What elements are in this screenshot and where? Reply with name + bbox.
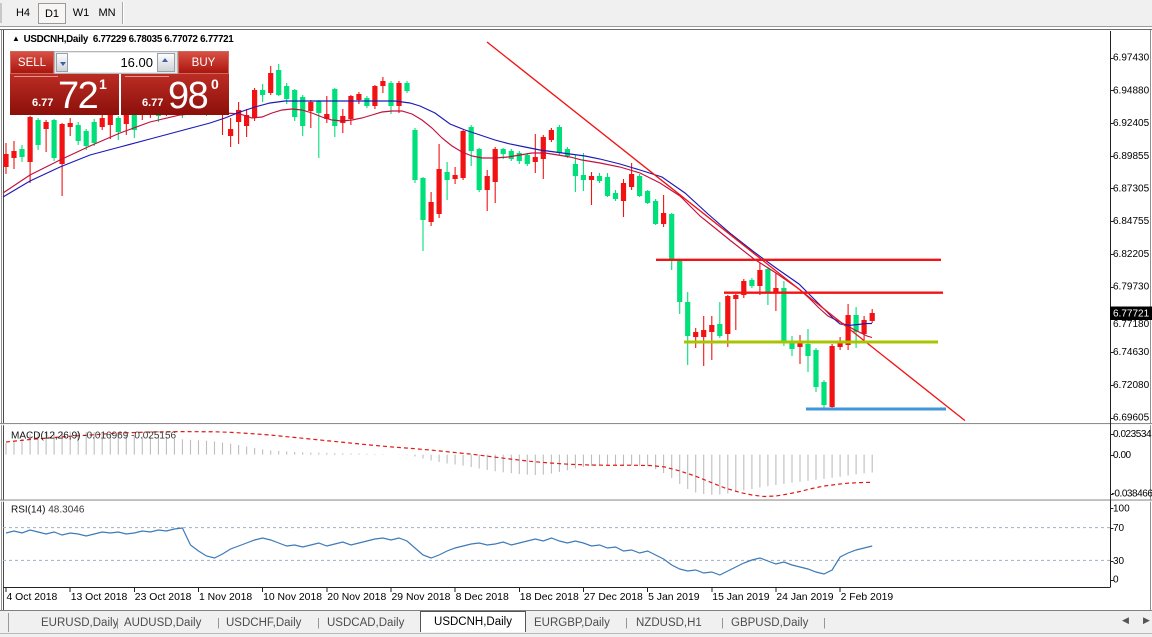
svg-text:6.69605: 6.69605	[1113, 413, 1150, 424]
svg-text:6.97430: 6.97430	[1113, 53, 1150, 64]
svg-text:13 Oct 2018: 13 Oct 2018	[71, 592, 128, 603]
svg-text:0: 0	[1113, 575, 1119, 586]
svg-text:6.72080: 6.72080	[1113, 380, 1150, 391]
svg-text:23 Oct 2018: 23 Oct 2018	[135, 592, 192, 603]
svg-text:6.89855: 6.89855	[1113, 151, 1150, 162]
svg-text:20 Nov 2018: 20 Nov 2018	[327, 592, 386, 603]
svg-text:6.92405: 6.92405	[1113, 118, 1150, 129]
svg-text:MACD(12,26,9) -0.016969 -0.025: MACD(12,26,9) -0.016969 -0.025156	[11, 431, 177, 442]
svg-text:1 Nov 2018: 1 Nov 2018	[199, 592, 252, 603]
svg-text:RSI(14) 48.3046: RSI(14) 48.3046	[11, 505, 85, 516]
svg-text:0.00: 0.00	[1113, 450, 1132, 461]
svg-text:8 Dec 2018: 8 Dec 2018	[456, 592, 509, 603]
svg-text:5 Jan 2019: 5 Jan 2019	[648, 592, 700, 603]
svg-text:15 Jan 2019: 15 Jan 2019	[712, 592, 769, 603]
svg-text:30: 30	[1113, 556, 1125, 567]
svg-text:27 Dec 2018: 27 Dec 2018	[584, 592, 643, 603]
svg-text:6.82205: 6.82205	[1113, 249, 1150, 260]
svg-text:6.79730: 6.79730	[1113, 282, 1150, 293]
svg-text:4 Oct 2018: 4 Oct 2018	[7, 592, 58, 603]
svg-text:18 Dec 2018: 18 Dec 2018	[520, 592, 579, 603]
svg-text:10 Nov 2018: 10 Nov 2018	[263, 592, 322, 603]
svg-text:6.77180: 6.77180	[1113, 319, 1150, 330]
svg-text:6.74630: 6.74630	[1113, 347, 1150, 358]
svg-text:6.77721: 6.77721	[1113, 309, 1150, 320]
svg-text:24 Jan 2019: 24 Jan 2019	[776, 592, 833, 603]
svg-text:6.94880: 6.94880	[1113, 85, 1150, 96]
svg-text:70: 70	[1113, 523, 1125, 534]
svg-text:-0.038466: -0.038466	[1112, 489, 1152, 500]
svg-text:29 Nov 2018: 29 Nov 2018	[392, 592, 451, 603]
svg-text:2 Feb 2019: 2 Feb 2019	[841, 592, 894, 603]
svg-text:6.87305: 6.87305	[1113, 184, 1150, 195]
svg-text:0.023534: 0.023534	[1113, 429, 1152, 440]
svg-text:100: 100	[1113, 504, 1130, 515]
svg-text:6.84755: 6.84755	[1113, 216, 1150, 227]
